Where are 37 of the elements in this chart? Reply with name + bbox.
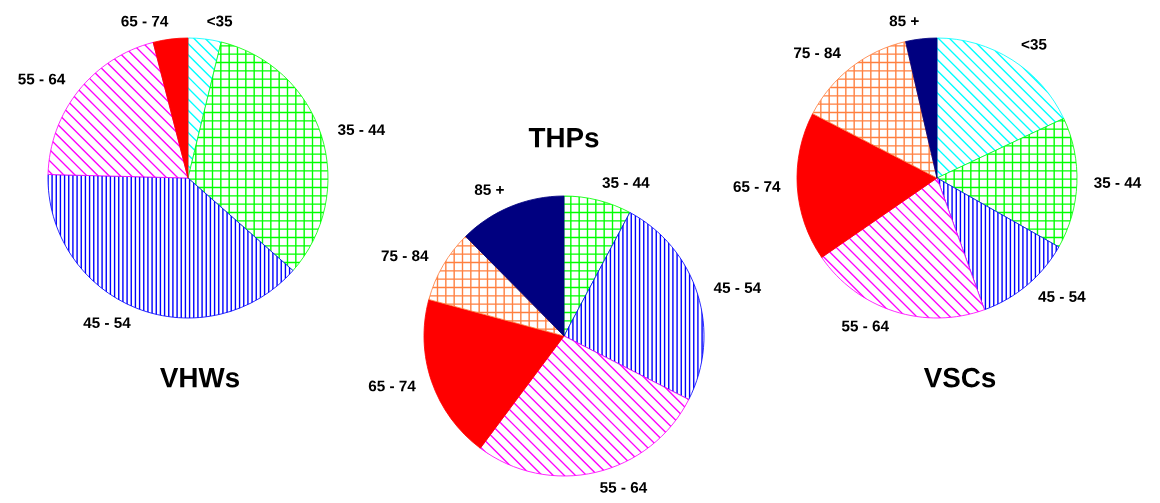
slice-label: 45 - 54 (83, 317, 131, 329)
chart-title: THPs (528, 128, 599, 148)
slice-label: 45 - 54 (713, 282, 762, 294)
pie-slice (936, 177, 1060, 311)
slice-label: 35 - 44 (1094, 177, 1142, 189)
slice-label: 55 - 64 (600, 481, 648, 493)
pie-slice (479, 335, 690, 477)
slice-label: 55 - 64 (841, 320, 889, 332)
pie-slice (47, 174, 294, 319)
slice-label: 65 - 74 (368, 380, 416, 392)
slice-label: 85 + (474, 184, 504, 196)
slice-label: <35 (207, 15, 233, 27)
pie-slice (812, 41, 938, 179)
pie-slice (423, 299, 565, 449)
slice-label: 85 + (889, 15, 919, 27)
pie-slice (936, 117, 1078, 248)
text: VSCs (923, 367, 996, 388)
slice-label: 65 - 74 (733, 181, 781, 192)
pie-slice (936, 37, 1065, 179)
pie-slice (428, 235, 565, 337)
slice-label: 35 - 44 (602, 177, 650, 189)
slice-label: 35 - 44 (337, 124, 386, 136)
pie-slice (563, 212, 705, 400)
slice-label: 65 - 74 (121, 15, 169, 27)
slice-label: 75 - 84 (793, 47, 841, 59)
slice-label: 75 - 84 (381, 250, 429, 262)
pie-slice (821, 177, 985, 319)
text: VHWs (160, 368, 239, 388)
pie-slice (905, 37, 938, 179)
slice-label: 55 - 64 (18, 73, 66, 85)
pie-slice (187, 41, 329, 271)
pie-slice (465, 195, 565, 337)
pie-slice (47, 41, 189, 179)
slice-label: 45 - 54 (1038, 291, 1086, 302)
slice-label: <35 (1021, 38, 1047, 50)
pie-slice (152, 37, 189, 179)
pie-slice (796, 113, 938, 258)
